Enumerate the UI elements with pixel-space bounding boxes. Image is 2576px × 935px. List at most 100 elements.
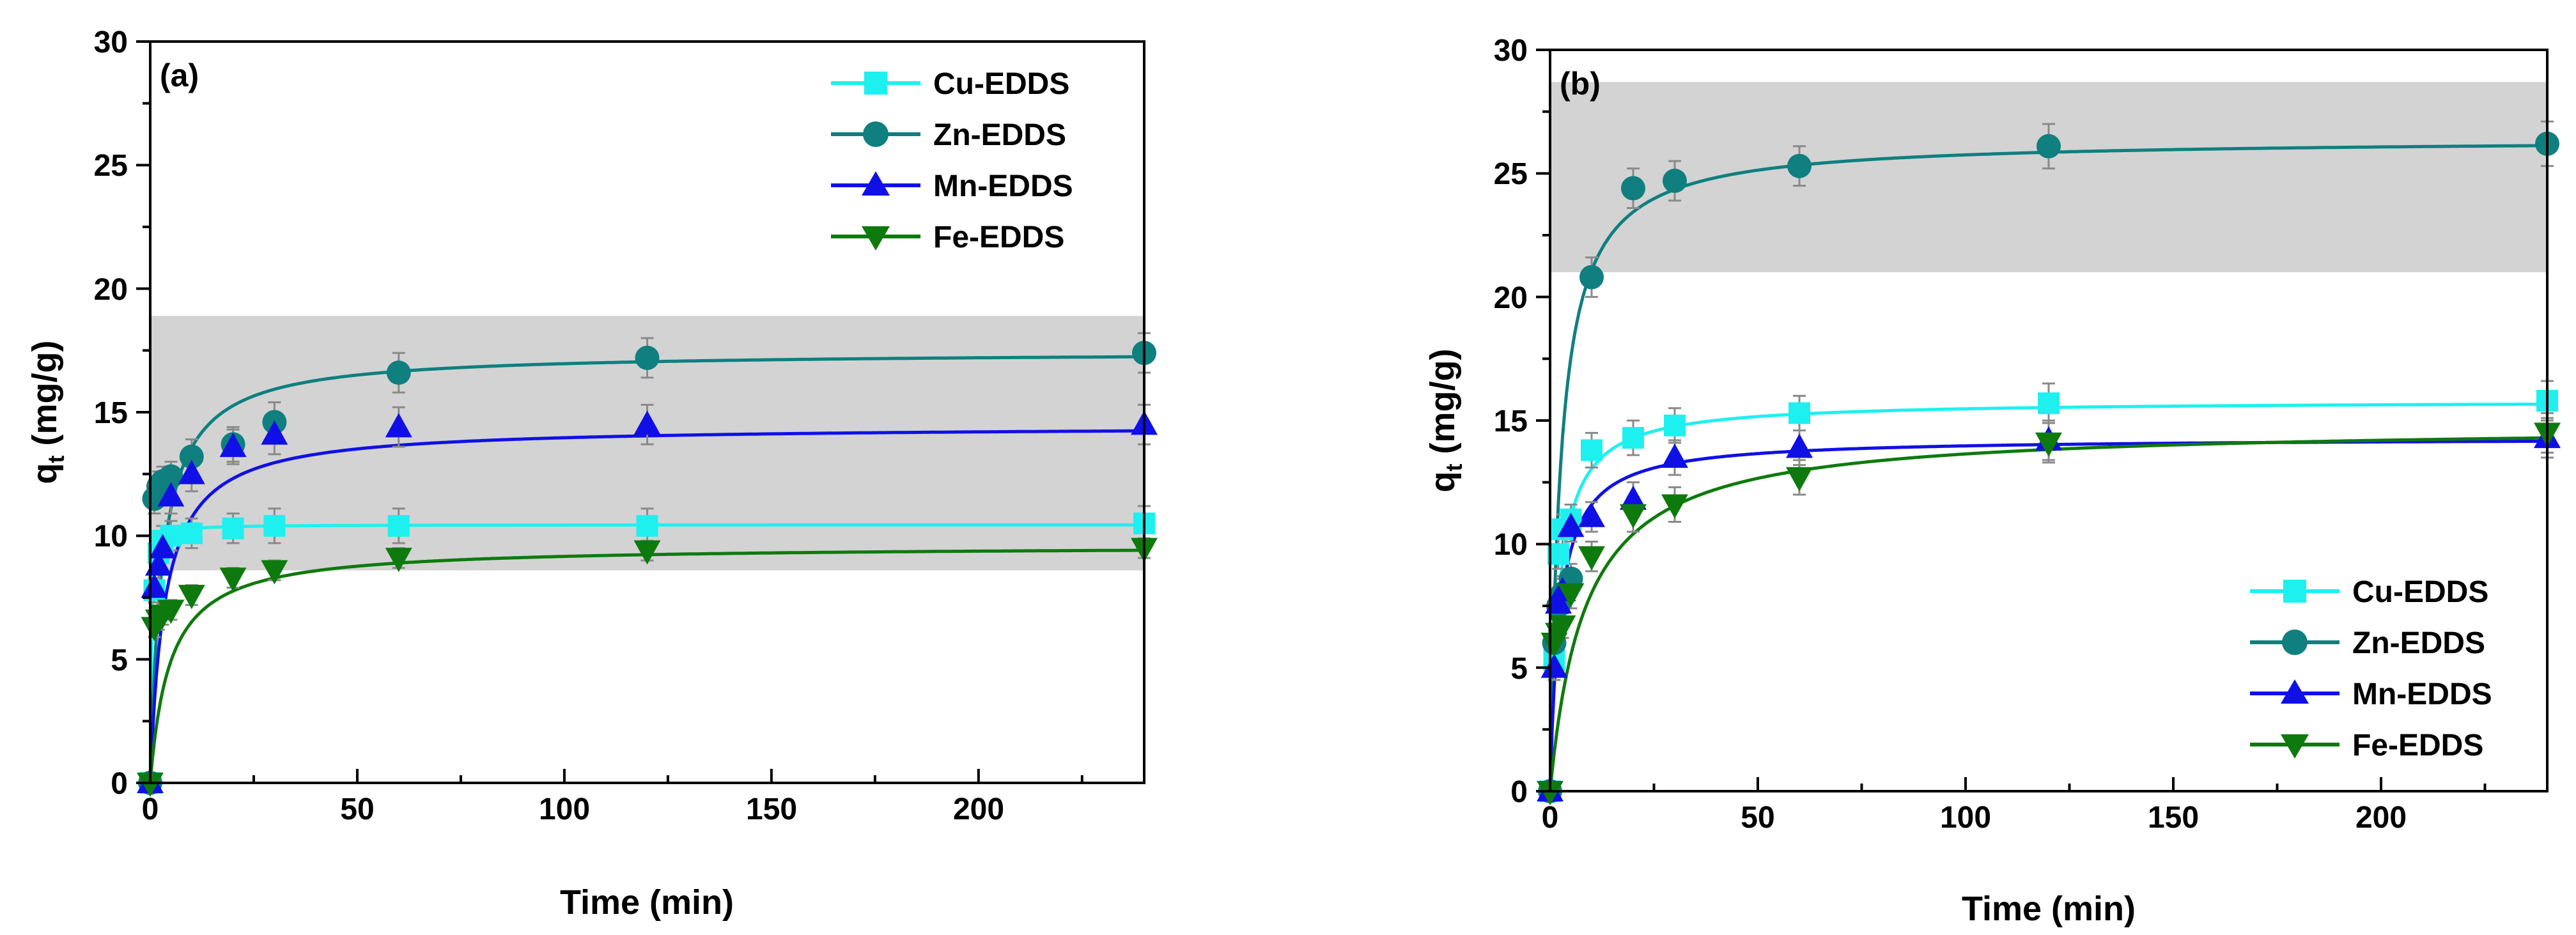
x-tick-label-b-0: 0 [1542,801,1559,835]
y-tick-label-b-5: 5 [1510,652,1528,686]
marker-b-fe-10 [1578,546,1605,571]
x-tick-label-a-150: 150 [746,792,797,826]
marker-b-mn-20 [1620,485,1647,510]
marker-b-zn-120 [2037,134,2061,158]
marker-b-fe-5 [1557,583,1585,608]
y-tick-label-a-20: 20 [94,273,128,307]
y-axis-label-a-q: q [26,463,64,484]
y-tick-label-b-10: 10 [1494,528,1528,562]
legend-label-a-cu: Cu-EDDS [933,67,1069,101]
marker-a-mn-60 [385,413,412,438]
y-tick-label-a-15: 15 [94,396,128,430]
marker-a-mn-5 [157,482,185,507]
legend-label-b-cu: Cu-EDDS [2352,575,2488,609]
marker-b-fe-0 [1537,781,1563,805]
legend-label-a-mn: Mn-EDDS [933,169,1073,203]
marker-a-cu-120 [636,514,658,537]
marker-a-cu-30 [263,514,286,537]
marker-a-zn-60 [386,360,411,385]
y-tick-label-b-0: 0 [1510,775,1528,809]
legend-label-b-zn: Zn-EDDS [2352,626,2485,660]
y-axis-label-a: qt (mg/g) [26,341,69,484]
y-tick-label-a-5: 5 [111,644,128,677]
legend-marker-a-mn [862,171,890,196]
marker-a-cu-10 [180,522,203,545]
marker-a-fe-0 [137,773,164,797]
shaded-band-b [1550,82,2547,272]
marker-a-mn-20 [219,433,247,458]
marker-b-mn-5 [1557,513,1585,537]
marker-b-fe-60 [1786,467,1813,491]
x-tick-label-b-150: 150 [2148,801,2199,835]
marker-a-mn-120 [633,410,661,435]
marker-a-mn-10 [178,460,205,484]
y-axis-label-b-unit: (mg/g) [1424,349,1462,464]
legend-marker-b-mn [2281,679,2309,704]
y-tick-label-a-25: 25 [94,149,128,183]
x-tick-label-a-100: 100 [539,792,590,826]
marker-a-fe-5 [157,599,185,624]
panel-label-b: (b) [1560,66,1601,102]
y-tick-label-b-15: 15 [1494,405,1528,438]
marker-b-fe-120 [2035,432,2062,457]
marker-a-fe-60 [385,548,412,573]
marker-a-fe-30 [261,560,288,585]
marker-a-mn-3 [149,534,176,559]
marker-b-fe-3 [1549,615,1576,640]
legend-marker-a-cu [864,72,887,95]
legend-marker-a-fe [862,226,890,251]
y-axis-label-a-sub: t [43,455,69,463]
marker-b-fe-20 [1620,504,1647,529]
marker-a-fe-10 [178,585,205,610]
marker-b-zn-30 [1663,168,1687,193]
legend-label-a-fe: Fe-EDDS [933,220,1064,254]
marker-a-fe-20 [219,568,247,592]
legend-label-b-fe: Fe-EDDS [2352,729,2483,762]
x-tick-label-b-100: 100 [1940,801,1991,835]
marker-a-zn-10 [179,444,204,469]
fit-curve-a-fe [148,548,1144,784]
marker-b-cu-20 [1622,427,1644,449]
marker-a-mn-2 [144,551,172,576]
legend-marker-a-zn [863,121,888,147]
plot-border-b [1549,49,2549,792]
x-tick-label-a-200: 200 [953,792,1004,826]
marker-b-zn-60 [1787,153,1812,178]
marker-b-mn-1 [1540,653,1568,678]
marker-b-mn-2 [1545,589,1572,614]
y-tick-label-a-0: 0 [111,767,128,801]
y-tick-label-b-20: 20 [1494,281,1528,315]
marker-b-mn-60 [1786,433,1813,458]
panel-label-a: (a) [160,58,199,93]
legend-label-a-zn: Zn-EDDS [933,118,1066,152]
x-axis-label-b: Time (min) [1962,890,2136,928]
x-tick-label-b-50: 50 [1741,801,1774,835]
shaded-band-rect-b [1550,82,2547,272]
x-tick-label-b-200: 200 [2355,801,2407,835]
marker-a-fe-120 [633,540,661,565]
marker-b-mn-10 [1578,502,1605,527]
marker-a-zn-120 [635,345,660,370]
x-tick-label-a-50: 50 [340,792,374,826]
legend-marker-b-cu [2283,580,2306,603]
legend-a: Cu-EDDS Zn-EDDS Mn-EDDS Fe-EDDS [831,67,1073,254]
marker-b-cu-60 [1788,402,1810,424]
x-axis-label-a: Time (min) [560,883,734,922]
marker-b-zn-20 [1621,176,1645,201]
marker-b-fe-30 [1661,494,1688,519]
marker-b-cu-120 [2038,392,2060,414]
chart-panel-a: 0 50 100 150 200 0 5 10 15 20 25 30 Time… [26,26,1158,922]
y-tick-label-b-25: 25 [1494,157,1528,191]
marker-b-cu-10 [1581,439,1602,461]
legend-marker-b-fe [2281,734,2309,759]
marker-a-mn-30 [261,420,288,445]
y-axis-label-b: qt (mg/g) [1424,349,1467,493]
x-tick-label-a-0: 0 [142,792,159,826]
plot-border-a [149,40,1145,784]
y-tick-label-b-30: 30 [1494,34,1528,68]
legend-label-b-mn: Mn-EDDS [2352,677,2492,711]
y-tick-label-a-30: 30 [94,26,128,59]
y-axis-label-b-sub: t [1441,463,1467,471]
marker-a-cu-20 [222,517,244,539]
